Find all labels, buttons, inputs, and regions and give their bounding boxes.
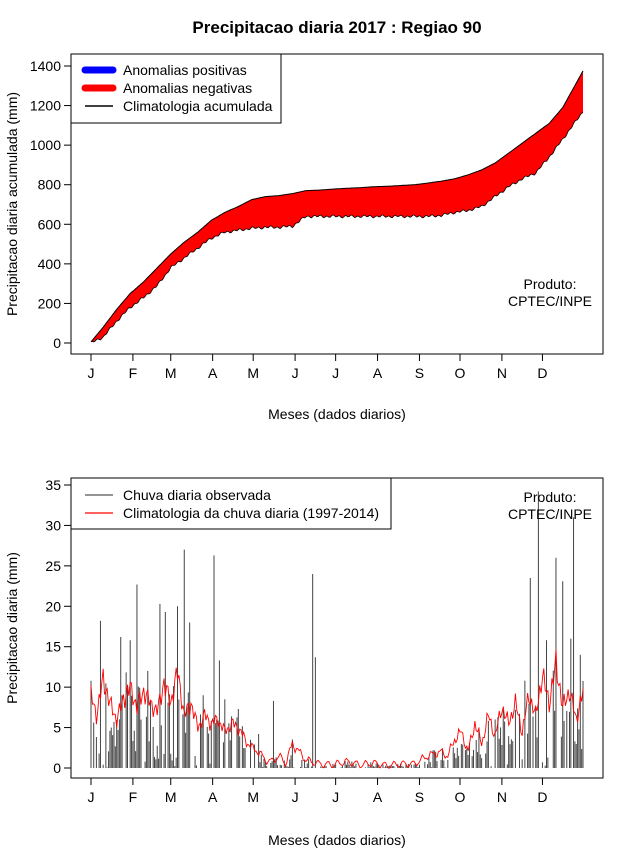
daily-legend-box xyxy=(70,477,392,530)
daily-chart: 0 5 10 15 20 25 30 35 J F M A M J J A S O N D Meses (dados… xyxy=(4,477,604,848)
daily-x-tick-label: A xyxy=(373,789,383,805)
cumulative-x-tick-label: J xyxy=(292,365,299,381)
cumulative-plot-area xyxy=(90,70,584,343)
cumulative-y-tick-label: 1000 xyxy=(30,137,61,153)
daily-y-tick-label: 0 xyxy=(53,760,61,776)
daily-legend: Chuva diaria observada Climatologia da c… xyxy=(70,477,392,530)
daily-x-tick-label: M xyxy=(165,789,177,805)
cumulative-x-tick-label: J xyxy=(88,365,95,381)
cumulative-x-tick-label: M xyxy=(165,365,177,381)
daily-y-tick-label: 20 xyxy=(45,598,61,614)
daily-y-axis: 0 5 10 15 20 25 30 35 xyxy=(45,477,72,776)
daily-y-tick-label: 25 xyxy=(45,558,61,574)
cumulative-product-label: Produto: xyxy=(524,276,577,292)
observed-cumulative-line xyxy=(90,112,584,343)
cumulative-y-tick-label: 1200 xyxy=(30,98,61,114)
legend-observed-label: Chuva diaria observada xyxy=(123,487,271,503)
daily-x-tick-label: J xyxy=(88,789,95,805)
cumulative-y-tick-label: 200 xyxy=(38,295,62,311)
cumulative-x-tick-label: A xyxy=(373,365,383,381)
daily-y-tick-label: 15 xyxy=(45,639,61,655)
climatology-cumulative-line xyxy=(90,70,584,343)
daily-x-tick-label: F xyxy=(129,789,138,805)
daily-y-axis-label: Precipitacao diaria (mm) xyxy=(4,552,20,704)
daily-y-tick-label: 10 xyxy=(45,679,61,695)
cumulative-x-tick-label: D xyxy=(537,365,547,381)
cumulative-y-tick-label: 600 xyxy=(38,216,62,232)
cumulative-chart: 0 200 400 600 800 1000 1200 1400 J F M A M J J A S O N D M… xyxy=(4,53,604,422)
cumulative-y-tick-label: 400 xyxy=(38,256,62,272)
legend-climatology-label: Climatologia acumulada xyxy=(123,98,273,114)
daily-x-tick-label: M xyxy=(247,789,259,805)
cumulative-y-axis-label: Precipitacao diaria acumulada (mm) xyxy=(4,92,20,316)
cumulative-y-tick-label: 800 xyxy=(38,177,62,193)
legend-negative-label: Anomalias negativas xyxy=(123,80,252,96)
daily-product-label: Produto: xyxy=(524,489,577,505)
cumulative-x-tick-label: J xyxy=(332,365,339,381)
daily-plot-area xyxy=(90,491,584,769)
daily-climatology-line xyxy=(90,649,584,769)
daily-x-tick-label: A xyxy=(208,789,218,805)
daily-x-tick-label: D xyxy=(537,789,547,805)
figure-title: Precipitacao diaria 2017 : Regiao 90 xyxy=(192,18,481,37)
cumulative-y-tick-label: 1400 xyxy=(30,58,61,74)
cumulative-x-axis-label: Meses (dados diarios) xyxy=(268,406,406,422)
legend-daily-climatology-label: Climatologia da chuva diaria (1997-2014) xyxy=(123,505,379,521)
cumulative-y-axis: 0 200 400 600 800 1000 1200 1400 xyxy=(30,58,72,351)
daily-x-tick-label: J xyxy=(292,789,299,805)
cumulative-x-tick-label: M xyxy=(247,365,259,381)
daily-x-tick-label: O xyxy=(455,789,466,805)
daily-y-tick-label: 5 xyxy=(53,720,61,736)
daily-y-tick-label: 35 xyxy=(45,477,61,493)
cumulative-product-source: CPTEC/INPE xyxy=(508,293,592,309)
daily-y-tick-label: 30 xyxy=(45,517,61,533)
daily-x-tick-label: N xyxy=(497,789,507,805)
cumulative-legend: Anomalias positivas Anomalias negativas … xyxy=(70,53,282,124)
cumulative-x-tick-label: S xyxy=(415,365,424,381)
cumulative-x-tick-label: F xyxy=(129,365,138,381)
daily-x-tick-label: S xyxy=(415,789,424,805)
daily-x-tick-label: J xyxy=(332,789,339,805)
cumulative-x-tick-label: O xyxy=(455,365,466,381)
cumulative-x-tick-label: A xyxy=(208,365,218,381)
daily-product-source: CPTEC/INPE xyxy=(508,506,592,522)
cumulative-y-tick-label: 0 xyxy=(53,335,61,351)
daily-x-axis-label: Meses (dados diarios) xyxy=(268,832,406,848)
legend-positive-label: Anomalias positivas xyxy=(123,62,247,78)
cumulative-x-tick-label: N xyxy=(497,365,507,381)
negative-anomaly-area xyxy=(91,70,583,342)
